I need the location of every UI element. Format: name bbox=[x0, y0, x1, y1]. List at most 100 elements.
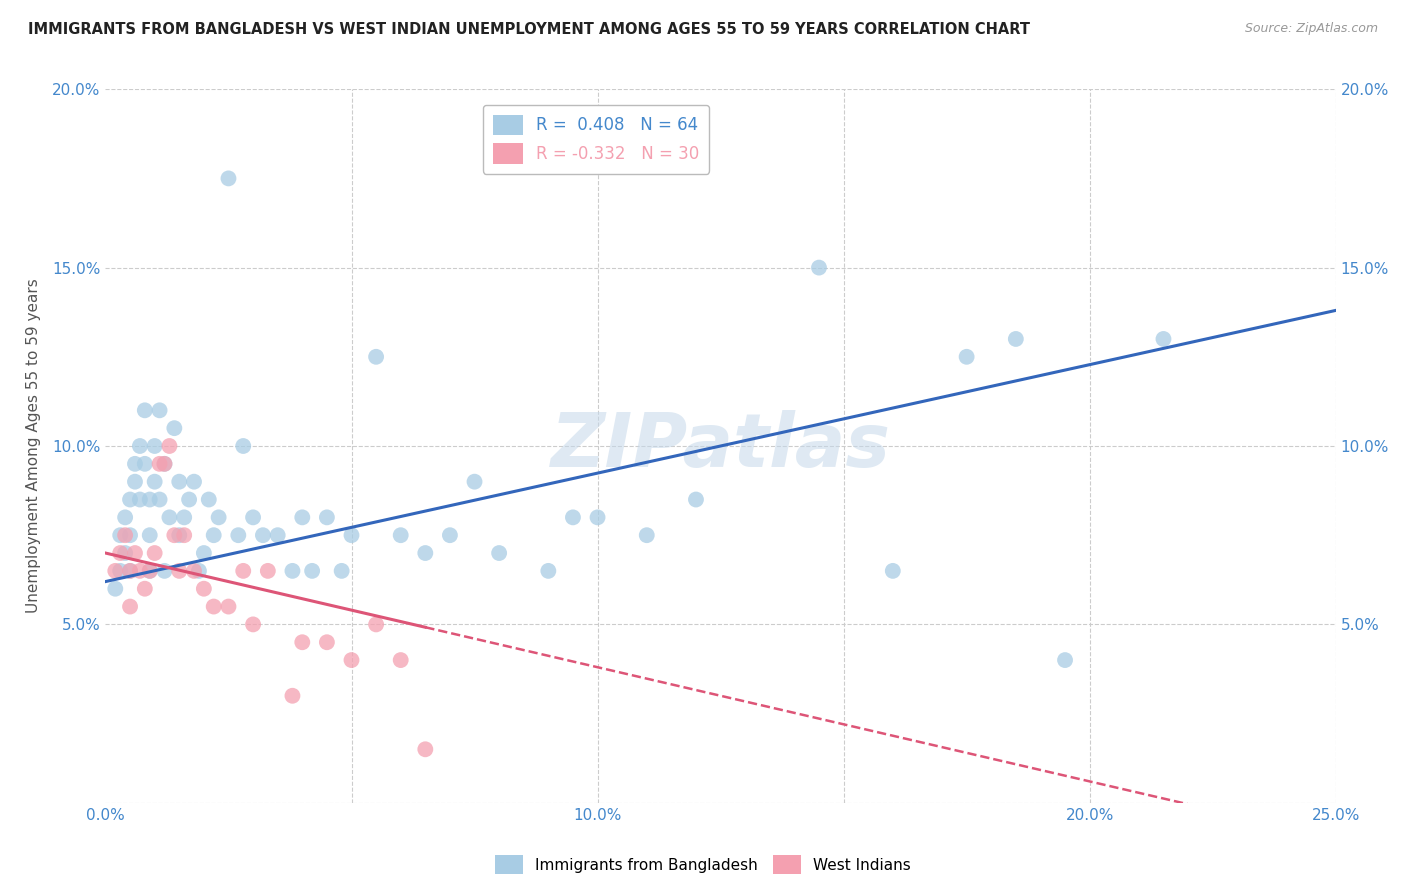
Point bbox=[281, 689, 304, 703]
Point bbox=[252, 528, 274, 542]
Point bbox=[163, 528, 186, 542]
Point bbox=[134, 582, 156, 596]
Point bbox=[537, 564, 560, 578]
Point bbox=[134, 457, 156, 471]
Point bbox=[242, 617, 264, 632]
Point bbox=[415, 546, 437, 560]
Point bbox=[315, 635, 337, 649]
Text: ZIPatlas: ZIPatlas bbox=[551, 409, 890, 483]
Point bbox=[281, 564, 304, 578]
Point bbox=[138, 564, 162, 578]
Text: IMMIGRANTS FROM BANGLADESH VS WEST INDIAN UNEMPLOYMENT AMONG AGES 55 TO 59 YEARS: IMMIGRANTS FROM BANGLADESH VS WEST INDIA… bbox=[28, 22, 1031, 37]
Point bbox=[124, 475, 146, 489]
Point bbox=[153, 564, 176, 578]
Point bbox=[956, 350, 979, 364]
Point bbox=[153, 457, 176, 471]
Point bbox=[228, 528, 250, 542]
Point bbox=[464, 475, 486, 489]
Point bbox=[1054, 653, 1077, 667]
Point bbox=[129, 439, 152, 453]
Point bbox=[120, 564, 141, 578]
Point bbox=[188, 564, 211, 578]
Point bbox=[340, 653, 363, 667]
Point bbox=[202, 528, 225, 542]
Point bbox=[159, 510, 180, 524]
Point bbox=[193, 546, 215, 560]
Point bbox=[110, 564, 132, 578]
Point bbox=[242, 510, 264, 524]
Point bbox=[218, 599, 240, 614]
Point bbox=[163, 421, 186, 435]
Point bbox=[193, 582, 215, 596]
Point bbox=[124, 546, 146, 560]
Point bbox=[124, 457, 146, 471]
Point bbox=[134, 403, 156, 417]
Point bbox=[366, 350, 388, 364]
Point bbox=[197, 492, 221, 507]
Y-axis label: Unemployment Among Ages 55 to 59 years: Unemployment Among Ages 55 to 59 years bbox=[27, 278, 41, 614]
Text: Source: ZipAtlas.com: Source: ZipAtlas.com bbox=[1244, 22, 1378, 36]
Point bbox=[143, 475, 166, 489]
Point bbox=[129, 492, 152, 507]
Point bbox=[208, 510, 231, 524]
Point bbox=[807, 260, 830, 275]
Point bbox=[129, 564, 152, 578]
Point bbox=[153, 457, 176, 471]
Point bbox=[173, 510, 195, 524]
Point bbox=[340, 528, 363, 542]
Point bbox=[114, 546, 136, 560]
Point bbox=[685, 492, 707, 507]
Point bbox=[120, 492, 141, 507]
Point bbox=[439, 528, 461, 542]
Point bbox=[488, 546, 510, 560]
Point bbox=[882, 564, 904, 578]
Point bbox=[159, 439, 180, 453]
Point bbox=[169, 528, 191, 542]
Point bbox=[120, 564, 141, 578]
Point bbox=[149, 457, 172, 471]
Point bbox=[389, 528, 412, 542]
Point bbox=[301, 564, 323, 578]
Point bbox=[114, 528, 136, 542]
Point bbox=[389, 653, 412, 667]
Point bbox=[169, 475, 191, 489]
Point bbox=[183, 564, 205, 578]
Point bbox=[232, 564, 254, 578]
Point bbox=[267, 528, 290, 542]
Point bbox=[138, 564, 162, 578]
Point bbox=[257, 564, 280, 578]
Point bbox=[173, 528, 195, 542]
Point bbox=[183, 475, 205, 489]
Point bbox=[218, 171, 240, 186]
Point bbox=[202, 599, 225, 614]
Point bbox=[291, 510, 314, 524]
Point bbox=[415, 742, 437, 756]
Point bbox=[149, 403, 172, 417]
Point bbox=[366, 617, 388, 632]
Point bbox=[179, 492, 201, 507]
Point bbox=[291, 635, 314, 649]
Legend: Immigrants from Bangladesh, West Indians: Immigrants from Bangladesh, West Indians bbox=[489, 849, 917, 880]
Point bbox=[138, 492, 162, 507]
Point bbox=[636, 528, 658, 542]
Point bbox=[104, 582, 127, 596]
Point bbox=[232, 439, 254, 453]
Point bbox=[120, 528, 141, 542]
Point bbox=[114, 510, 136, 524]
Point bbox=[120, 599, 141, 614]
Point bbox=[562, 510, 585, 524]
Point bbox=[169, 564, 191, 578]
Point bbox=[110, 546, 132, 560]
Point bbox=[143, 439, 166, 453]
Point bbox=[149, 492, 172, 507]
Point bbox=[143, 546, 166, 560]
Point bbox=[330, 564, 353, 578]
Point bbox=[110, 528, 132, 542]
Point bbox=[1004, 332, 1026, 346]
Legend: R =  0.408   N = 64, R = -0.332   N = 30: R = 0.408 N = 64, R = -0.332 N = 30 bbox=[482, 104, 710, 174]
Point bbox=[315, 510, 337, 524]
Point bbox=[138, 528, 162, 542]
Point bbox=[586, 510, 609, 524]
Point bbox=[1153, 332, 1175, 346]
Point bbox=[104, 564, 127, 578]
